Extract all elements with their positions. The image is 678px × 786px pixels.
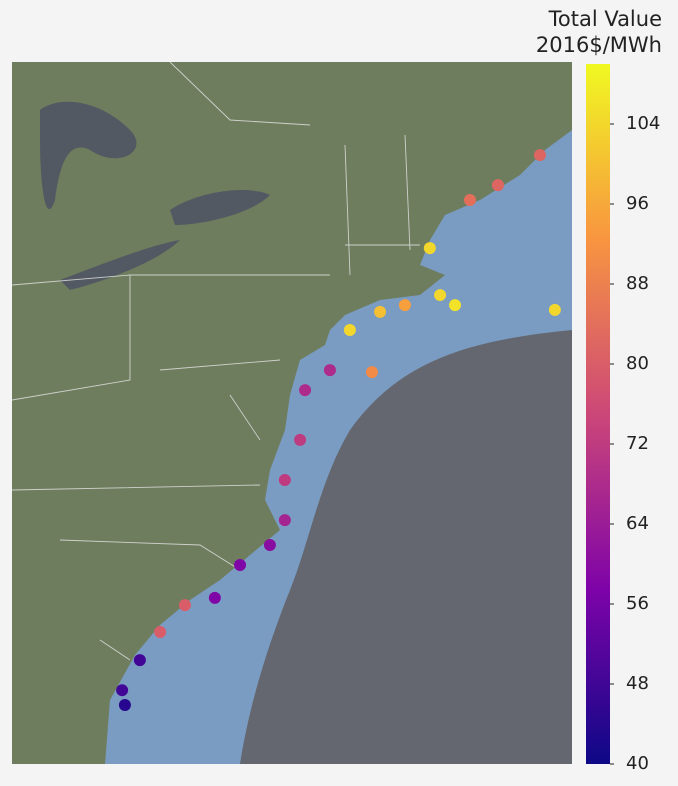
- data-point: [154, 626, 167, 639]
- colorbar-title: Total Value: [548, 7, 662, 31]
- data-point: [294, 433, 307, 446]
- lake: [170, 190, 270, 225]
- data-point: [423, 242, 436, 255]
- data-point: [178, 599, 191, 612]
- colorbar-tick-label: 64: [626, 513, 649, 534]
- data-point: [278, 473, 291, 486]
- data-point: [116, 684, 129, 697]
- data-point: [343, 323, 356, 336]
- colorbar-tick-label: 56: [626, 593, 649, 614]
- land: [12, 62, 572, 764]
- data-point: [491, 179, 504, 192]
- data-point: [133, 654, 146, 667]
- colorbar-tick-label: 40: [626, 753, 649, 774]
- data-point: [278, 514, 291, 527]
- colorbar-tick-label: 72: [626, 433, 649, 454]
- data-point: [323, 364, 336, 377]
- colorbar-tick-label: 104: [626, 113, 660, 134]
- data-point: [463, 193, 476, 206]
- colorbar: [586, 64, 610, 764]
- deep-ocean: [240, 330, 572, 764]
- data-point: [398, 299, 411, 312]
- colorbar-tick-label: 48: [626, 673, 649, 694]
- data-point: [234, 559, 247, 572]
- colorbar-title: 2016$/MWh: [536, 33, 662, 57]
- colorbar-tick-label: 96: [626, 193, 649, 214]
- basemap: [12, 62, 572, 764]
- data-point: [263, 538, 276, 551]
- data-point: [434, 289, 447, 302]
- data-point: [299, 384, 312, 397]
- data-point: [374, 305, 387, 318]
- data-point: [449, 299, 462, 312]
- data-point: [548, 303, 561, 316]
- colorbar-tick-label: 80: [626, 353, 649, 374]
- state-borders: [12, 62, 420, 661]
- colorbar-tick-label: 88: [626, 273, 649, 294]
- data-point: [208, 591, 221, 604]
- data-point: [365, 366, 378, 379]
- data-point: [118, 699, 131, 712]
- lake: [60, 240, 180, 290]
- lake: [40, 101, 137, 210]
- points: [116, 149, 561, 712]
- data-point: [533, 149, 546, 162]
